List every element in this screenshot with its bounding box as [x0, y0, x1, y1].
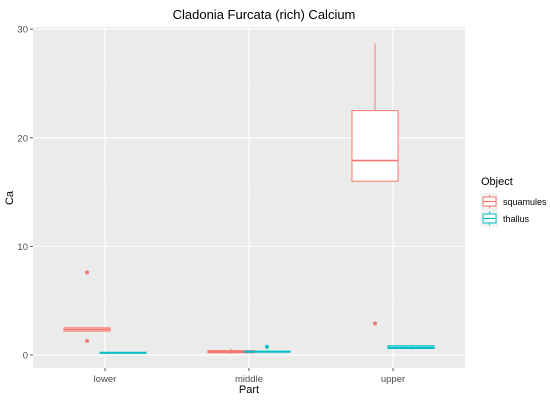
legend-title: Object — [481, 176, 513, 188]
legend: Object squamules thallus — [481, 176, 547, 227]
x-axis-title: Part — [239, 384, 259, 396]
box-thallus-lower — [99, 351, 147, 354]
chart-title: Cladonia Furcata (rich) Calcium — [173, 7, 356, 22]
y-tick-label: 30 — [17, 25, 28, 36]
outlier-point — [85, 338, 89, 343]
box-thallus-upper — [387, 345, 435, 350]
legend-item-squamules: squamules — [481, 193, 547, 210]
y-tick-label: 0 — [23, 350, 28, 361]
outlier-point — [373, 321, 377, 326]
boxes — [63, 43, 435, 354]
box-iqr — [351, 110, 399, 182]
x-tick-label-middle: middle — [235, 374, 263, 385]
legend-label: thallus — [503, 214, 530, 224]
y-axis-title: Ca — [4, 190, 16, 205]
x-tick-label-lower: lower — [94, 374, 117, 385]
box-thallus-middle — [243, 344, 291, 353]
y-tick-label: 10 — [17, 242, 28, 253]
box-squamules-upper — [351, 43, 399, 326]
grid-lines — [33, 27, 465, 368]
y-axis: 0 10 20 30 — [17, 25, 33, 361]
legend-item-thallus: thallus — [481, 210, 530, 227]
outlier-point — [85, 270, 89, 275]
x-tick-label-upper: upper — [381, 374, 405, 385]
box-squamules-lower — [63, 270, 111, 343]
outlier-point — [265, 344, 269, 349]
x-axis: lower middle upper — [94, 368, 405, 385]
legend-label: squamules — [503, 197, 547, 207]
y-tick-label: 20 — [17, 133, 28, 144]
